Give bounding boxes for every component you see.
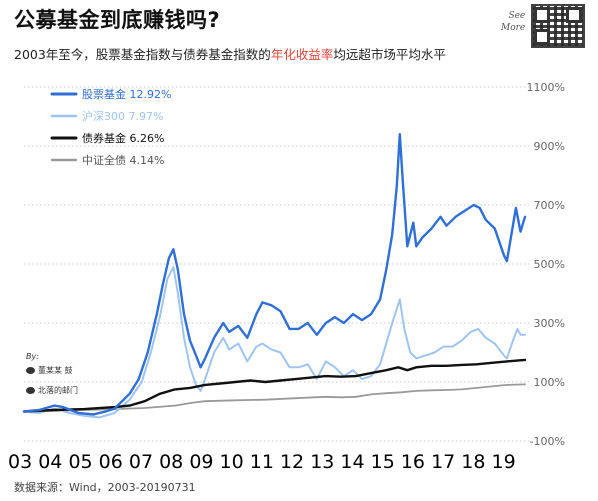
x-tick-label: 17	[431, 451, 462, 473]
y-tick-label: 900%	[534, 140, 565, 153]
x-tick-label: 11	[249, 451, 280, 473]
byline-wechat-text: 北落的邮门	[38, 386, 78, 395]
x-tick-label: 05	[68, 451, 99, 473]
legend-label: 债券基金 6.26%	[82, 131, 164, 145]
subtitle-prefix: 2003年至今，股票基金指数与债券基金指数的	[14, 47, 271, 62]
x-tick-label: 19	[491, 451, 516, 473]
see-more-line-1: See	[508, 11, 526, 21]
x-tick-label: 18	[461, 451, 492, 473]
y-tick-label: 700%	[534, 199, 565, 212]
x-tick-label: 12	[279, 451, 311, 473]
byline-weibo-text: 董某某 鼓	[38, 366, 73, 375]
x-tick-label: 07	[128, 451, 160, 473]
x-axis-tick-labels: 03 04 05 06 07 08 09 10 11 12 13 14 15 1…	[8, 451, 516, 473]
series-line	[23, 266, 526, 419]
series-line	[22, 358, 527, 413]
x-tick-label: 03	[8, 451, 39, 473]
legend-label: 沪深300 7.97%	[82, 109, 163, 123]
legend-label: 中证全债 4.14%	[82, 153, 164, 167]
y-tick-label: 500%	[534, 258, 565, 271]
x-tick-label: 16	[400, 451, 432, 473]
see-more-label: See More	[501, 10, 525, 34]
subtitle-suffix: 均远超市场平均水平	[333, 47, 446, 62]
x-tick-label: 10	[219, 451, 250, 473]
y-tick-label: -100%	[530, 435, 565, 448]
chart-subtitle: 2003年至今，股票基金指数与债券基金指数的年化收益率均远超市场平均水平	[14, 44, 446, 63]
see-more-line-2: More	[501, 23, 526, 33]
byline-weibo: 董某某 鼓	[26, 365, 73, 376]
x-tick-label: 09	[189, 451, 220, 473]
legend-label: 股票基金 12.92%	[82, 87, 171, 101]
x-tick-label: 14	[340, 451, 371, 473]
x-tick-label: 08	[159, 451, 190, 473]
y-tick-label: 300%	[534, 317, 565, 330]
wechat-icon	[26, 387, 35, 394]
x-tick-label: 06	[98, 451, 129, 473]
series-line	[23, 383, 526, 413]
x-tick-label: 04	[38, 451, 69, 473]
subtitle-highlight: 年化收益率	[270, 47, 334, 62]
y-tick-label: 1100%	[527, 81, 565, 94]
series-line	[22, 133, 527, 416]
byline-label: By:	[26, 352, 39, 361]
weibo-icon	[26, 367, 35, 374]
byline-wechat: 北落的邮门	[26, 385, 78, 396]
chart-title: 公募基金到底赚钱吗?	[14, 8, 221, 32]
y-tick-label: 100%	[534, 376, 565, 389]
x-tick-label: 13	[310, 451, 341, 473]
qr-code-icon[interactable]	[531, 4, 585, 48]
x-tick-label: 15	[370, 451, 401, 473]
source-note: 数据来源：Wind，2003-20190731	[14, 481, 196, 494]
